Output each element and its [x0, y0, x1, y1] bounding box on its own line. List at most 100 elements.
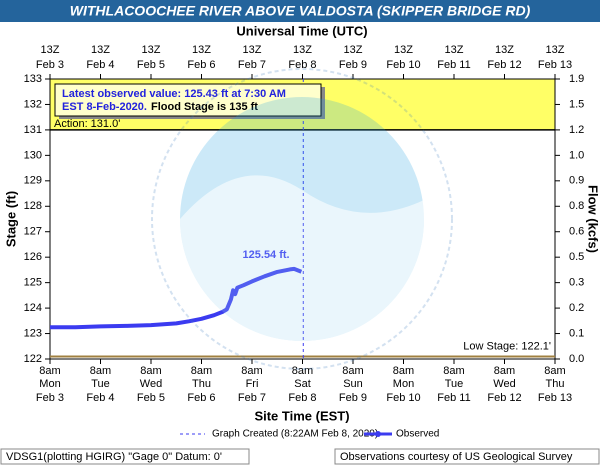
info-date: EST 8-Feb-2020. [62, 101, 147, 113]
y-tick-label: 128 [24, 200, 42, 212]
info-line-1: Latest observed value: 125.43 ft at 7:30… [62, 88, 286, 100]
top-tick-date: Feb 5 [137, 59, 165, 71]
y2-tick-label: 0.6 [569, 226, 584, 238]
y-tick-label: 127 [24, 226, 42, 238]
y2-tick-label: 0.5 [569, 251, 584, 263]
x-tick-time: 8am [241, 365, 262, 377]
y-tick-label: 131 [24, 124, 42, 136]
chart-title: WITHLACOOCHEE RIVER ABOVE VALDOSTA (SKIP… [70, 3, 531, 19]
legend-created-label: Graph Created (8:22AM Feb 8, 2020) [212, 429, 378, 440]
x-tick-time: 8am [443, 365, 464, 377]
x-tick-time: 8am [494, 365, 515, 377]
x-tick-time: 8am [342, 365, 363, 377]
y2-tick-label: 1.5 [569, 98, 584, 110]
top-tick-date: Feb 12 [487, 59, 521, 71]
x-tick-day: Wed [493, 378, 515, 390]
top-tick-date: Feb 8 [288, 59, 316, 71]
top-tick-date: Feb 7 [238, 59, 266, 71]
top-tick-date: Feb 10 [386, 59, 420, 71]
y2-axis-title: Flow (kcfs) [586, 185, 600, 253]
x-tick-date: Feb 7 [238, 392, 266, 404]
top-tick-utc: 13Z [91, 44, 110, 56]
x-tick-date: Feb 12 [487, 392, 521, 404]
y-tick-label: 123 [24, 327, 42, 339]
x-tick-day: Sat [294, 378, 311, 390]
x-tick-day: Thu [192, 378, 211, 390]
watermark-ring [151, 68, 453, 370]
x-tick-time: 8am [191, 365, 212, 377]
x-tick-date: Feb 11 [437, 392, 470, 404]
x-tick-day: Mon [39, 378, 60, 390]
top-tick-date: Feb 4 [86, 59, 114, 71]
x-tick-date: Feb 6 [187, 392, 215, 404]
x-tick-date: Feb 4 [86, 392, 114, 404]
footer-left: VDSG1(plotting HGIRG) "Gage 0" Datum: 0' [6, 451, 222, 463]
low-stage-label: Low Stage: 122.1' [463, 340, 551, 352]
top-tick-date: Feb 6 [187, 59, 215, 71]
top-tick-date: Feb 13 [538, 59, 572, 71]
top-tick-utc: 13Z [495, 44, 514, 56]
x-tick-date: Feb 5 [137, 392, 165, 404]
action-label: Action: 131.0' [54, 118, 120, 130]
noaa-watermark [151, 68, 453, 370]
y-axis-title: Stage (ft) [3, 191, 18, 247]
top-tick-utc: 13Z [344, 44, 363, 56]
x-tick-date: Feb 9 [339, 392, 367, 404]
y-tick-label: 124 [24, 302, 42, 314]
footer-left-box [0, 448, 250, 465]
watermark-disc [180, 97, 424, 341]
y-tick-label: 122 [24, 353, 42, 365]
x-tick-day: Fri [246, 378, 259, 390]
x-tick-date: Feb 10 [386, 392, 420, 404]
watermark-gull [180, 175, 424, 341]
top-tick-utc: 13Z [192, 44, 211, 56]
x-tick-date: Feb 3 [36, 392, 64, 404]
x-tick-time: 8am [544, 365, 565, 377]
title-bar [0, 0, 600, 22]
x-tick-day: Tue [91, 378, 110, 390]
plot-area: Action: 131.0' Low Stage: 122.1' 122 123 124… [24, 44, 585, 404]
x-tick-day: Mon [393, 378, 414, 390]
y-tick-label: 133 [24, 73, 42, 85]
y-tick-label: 129 [24, 175, 42, 187]
info-flood: Flood Stage is 135 ft [151, 101, 258, 113]
top-tick-utc: 13Z [293, 44, 312, 56]
x-tick-day: Sun [343, 378, 363, 390]
y2-tick-label: 1.0 [569, 149, 584, 161]
info-line-2: EST 8-Feb-2020. Flood Stage is 135 ft [62, 101, 258, 113]
x-tick-time: 8am [140, 365, 161, 377]
top-tick-utc: 13Z [41, 44, 60, 56]
y2-tick-label: 0.2 [569, 302, 584, 314]
x-tick-day: Thu [546, 378, 565, 390]
y2-tick-label: 0.9 [569, 175, 584, 187]
x-tick-time: 8am [90, 365, 111, 377]
y-tick-label: 126 [24, 251, 42, 263]
info-box [54, 83, 322, 117]
top-tick-utc: 13Z [243, 44, 262, 56]
x-tick-day: Tue [445, 378, 464, 390]
y2-tick-label: 0.1 [569, 327, 584, 339]
y-tick-label: 130 [24, 149, 42, 161]
x-tick-date: Feb 13 [538, 392, 572, 404]
top-tick-date: Feb 11 [437, 59, 470, 71]
y-tick-label: 125 [24, 277, 42, 289]
y2-tick-label: 0.0 [569, 353, 584, 365]
x-tick-date: Feb 8 [288, 392, 316, 404]
footer-right-box [334, 448, 600, 465]
x-tick-time: 8am [39, 365, 60, 377]
legend-observed-dot [375, 431, 381, 437]
y2-tick-label: 1.9 [569, 73, 584, 85]
top-axis-title: Universal Time (UTC) [236, 23, 367, 38]
top-tick-date: Feb 3 [36, 59, 64, 71]
y2-tick-label: 1.2 [569, 124, 584, 136]
observed-line [50, 266, 303, 330]
x-tick-day: Wed [140, 378, 162, 390]
top-tick-utc: 13Z [394, 44, 413, 56]
peak-label: 125.54 ft. [243, 249, 290, 261]
legend-observed-label: Observed [396, 429, 439, 440]
x-tick-time: 8am [292, 365, 313, 377]
y-tick-label: 132 [24, 98, 42, 110]
x-axis-title: Site Time (EST) [254, 408, 349, 423]
y2-tick-label: 0.8 [569, 200, 584, 212]
